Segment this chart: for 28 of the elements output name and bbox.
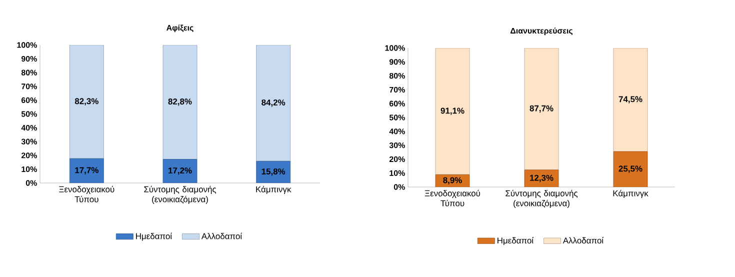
data-label: 17,2% <box>168 168 192 175</box>
bar <box>613 48 648 152</box>
bar <box>256 45 291 162</box>
legend-label: Αλλοδαποί <box>562 237 604 244</box>
bar <box>524 48 559 170</box>
bar <box>435 48 470 175</box>
data-label: 8,9% <box>443 177 462 184</box>
data-label: 91,1% <box>440 108 464 115</box>
data-label: 82,8% <box>168 98 192 106</box>
bar <box>162 45 198 160</box>
x-tick-label: Σύντομης διαμονής (ενοικιαζόμενα) <box>144 186 216 204</box>
data-label: 84,2% <box>262 99 286 107</box>
bar <box>69 45 104 159</box>
data-label: 82,3% <box>74 98 98 106</box>
x-tick-label: Ξενοδοχειακού Τύπου <box>424 190 480 206</box>
legend-label: Αλλοδαποί <box>201 232 242 240</box>
x-tick-label: Ξενοδοχειακού Τύπου <box>59 186 114 202</box>
data-label: 25,5% <box>618 166 642 173</box>
legend-label: Ημεδαποί <box>498 237 534 246</box>
data-label: 87,7% <box>530 105 554 113</box>
x-tick-label: Σύντομης διαμονής (ενοικιαζόμενα) <box>506 190 578 208</box>
data-label: 15,8% <box>262 168 286 176</box>
legend-label: Ημεδαποί <box>136 232 172 241</box>
x-tick-label: Κάμπινγκ <box>613 190 648 198</box>
data-label: 17,7% <box>75 167 98 174</box>
data-label: 12,3% <box>530 174 554 182</box>
x-tick-label: Κάμπινγκ <box>256 186 292 194</box>
data-label: 74,5% <box>618 96 642 104</box>
